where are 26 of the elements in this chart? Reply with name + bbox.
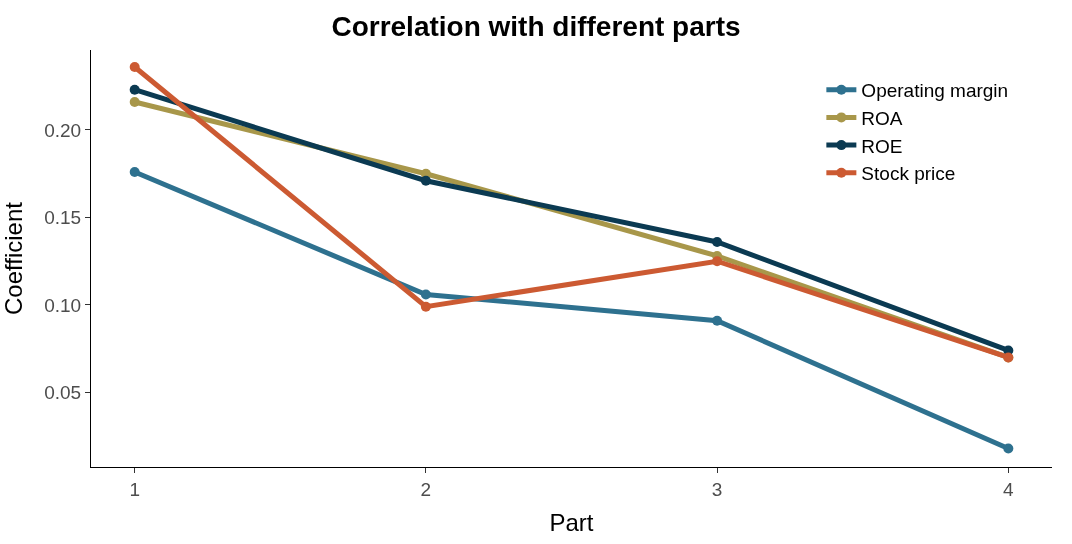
legend-label: ROE xyxy=(861,135,903,157)
legend-label: Stock price xyxy=(861,163,956,185)
legend-label: ROA xyxy=(861,107,903,129)
point xyxy=(129,61,140,72)
point xyxy=(1003,443,1014,454)
point xyxy=(420,289,431,300)
y-tick-label: 0.05 xyxy=(44,382,82,404)
point xyxy=(129,96,140,107)
y-tick-label: 0.10 xyxy=(44,294,82,316)
point xyxy=(712,315,723,326)
y-tick-label: 0.20 xyxy=(44,119,82,141)
point xyxy=(420,301,431,312)
x-tick-label: 4 xyxy=(1003,478,1015,500)
legend-label: Operating margin xyxy=(861,80,1009,102)
point xyxy=(129,166,140,177)
x-tick-label: 3 xyxy=(711,478,723,500)
point xyxy=(129,84,140,95)
x-tick-label: 2 xyxy=(420,478,432,500)
x-tick-label: 1 xyxy=(129,478,140,500)
point xyxy=(420,175,431,186)
x-axis-title: Part xyxy=(549,509,594,537)
y-axis-title: Coefficient xyxy=(0,201,27,315)
point xyxy=(712,256,723,267)
y-tick-label: 0.15 xyxy=(44,207,82,229)
point xyxy=(712,236,723,247)
chart-title: Correlation with different parts xyxy=(331,10,741,42)
